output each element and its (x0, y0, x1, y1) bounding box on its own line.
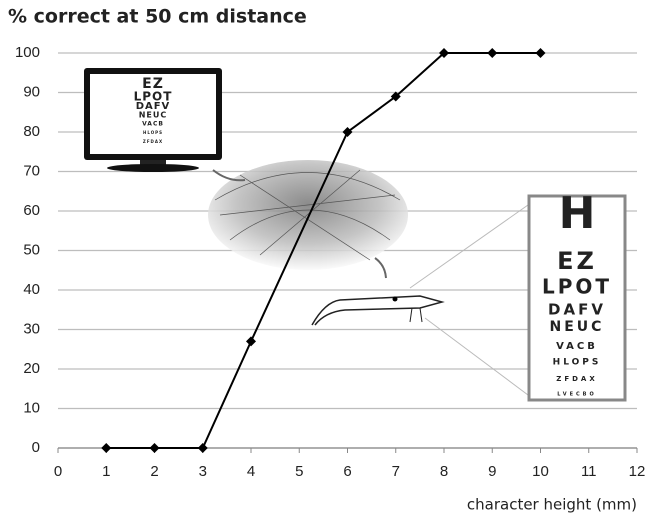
x-tick-label: 11 (581, 463, 597, 480)
y-tick-label: 80 (23, 123, 40, 140)
monitor-chart-row: DAFV (136, 101, 171, 112)
view-lines (409, 204, 529, 396)
x-tick-label: 8 (440, 463, 448, 480)
y-tick-label: 50 (23, 241, 40, 258)
y-tick-label: 70 (23, 162, 40, 179)
y-tick-label: 100 (15, 44, 40, 61)
monitor-screen (90, 74, 216, 154)
monitor-chart-row: ZFDAX (143, 139, 163, 144)
x-tick-label: 9 (488, 463, 496, 480)
x-tick-label: 4 (247, 463, 255, 480)
data-point (487, 48, 498, 58)
x-tick-label: 0 (54, 463, 62, 480)
data-point (439, 48, 449, 58)
arrow (374, 257, 387, 279)
eye-chart-row: ZFDAX (556, 375, 597, 383)
x-axis-label: character height (mm) (467, 496, 637, 514)
data-point (101, 443, 112, 453)
x-tick-label: 10 (532, 463, 549, 480)
y-tick-label: 0 (32, 439, 40, 456)
glasses-pads (409, 307, 423, 323)
y-tick-label: 20 (23, 360, 40, 377)
eye-chart-row: H (559, 188, 596, 239)
eye-chart-row: NEUC (550, 319, 605, 335)
eye-chart-row: DAFV (548, 301, 606, 319)
y-tick-label: 10 (23, 399, 40, 416)
glasses-camera (392, 296, 398, 302)
x-tick-label: 5 (295, 463, 303, 480)
monitor-chart-row: EZ (142, 76, 164, 92)
monitor-base (107, 164, 199, 172)
data-point (246, 336, 256, 347)
data-point (197, 443, 208, 453)
eye-chart-row: HLOPS (553, 358, 602, 368)
smart-glasses (311, 295, 445, 326)
x-tick-label: 7 (392, 463, 400, 480)
data-point (535, 48, 546, 58)
data-point (342, 127, 353, 137)
x-tick-label: 1 (102, 463, 110, 480)
arrow (212, 169, 246, 182)
data-point (149, 443, 160, 453)
chart-title: % correct at 50 cm distance (8, 6, 307, 28)
monitor-neck (140, 160, 166, 166)
monitor-chart-row: HLOPS (143, 130, 163, 135)
data-point (390, 91, 401, 102)
network-image (208, 160, 408, 270)
x-tick-label: 12 (629, 463, 646, 480)
monitor-chart-row: NEUC (139, 111, 168, 120)
y-tick-label: 90 (23, 83, 40, 100)
y-tick-label: 40 (23, 281, 40, 298)
x-tick-label: 3 (199, 463, 207, 480)
x-tick-label: 6 (343, 463, 351, 480)
y-tick-label: 30 (23, 320, 40, 337)
eye-chart-row: LPOT (542, 275, 612, 299)
y-tick-label: 60 (23, 202, 40, 219)
eye-chart-row: VACB (556, 341, 598, 352)
eye-chart-row: LVECBO (557, 392, 597, 398)
monitor-chart-row: VACB (142, 121, 164, 128)
network-lines (214, 169, 401, 261)
eye-chart-frame (527, 194, 627, 402)
monitor-chart-row: LPOT (134, 90, 173, 104)
eye-chart-row: EZ (557, 247, 597, 275)
x-tick-label: 2 (150, 463, 158, 480)
